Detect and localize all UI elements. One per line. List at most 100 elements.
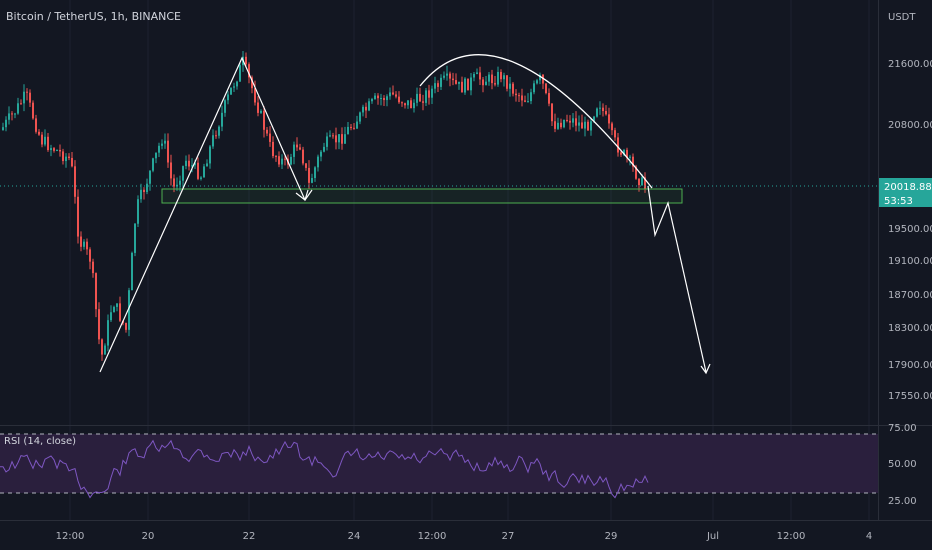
rounded-top-arc[interactable]	[419, 54, 653, 189]
candle-body	[119, 303, 121, 321]
candle-body	[572, 118, 574, 123]
candle-body	[353, 127, 355, 129]
candle-body	[71, 157, 73, 167]
projection-path[interactable]	[647, 185, 707, 373]
candle-body	[5, 119, 7, 128]
candle-body	[566, 119, 568, 121]
candle-body	[593, 116, 595, 122]
candle-body	[461, 81, 463, 93]
candle-body	[596, 108, 598, 117]
candle-body	[302, 149, 304, 164]
candle-body	[581, 122, 583, 129]
price-tick-label: 18300.00	[888, 323, 932, 334]
candle-body	[221, 112, 223, 127]
candle-body	[158, 145, 160, 153]
candle-body	[35, 118, 37, 132]
candle-body	[26, 91, 28, 93]
candle-body	[368, 101, 370, 111]
candle-body	[458, 81, 460, 84]
candle-body	[254, 88, 256, 103]
candle-body	[116, 303, 118, 307]
candle-body	[131, 252, 133, 291]
time-tick-label: 20	[142, 531, 155, 542]
candle-body	[584, 121, 586, 129]
candle-body	[401, 102, 403, 104]
candle-body	[389, 92, 391, 97]
candle-body	[563, 119, 565, 128]
price-tick-label: 19500.00	[888, 224, 932, 235]
candle-body	[413, 102, 415, 109]
time-axis[interactable]: 12:00 20 22 24 12:00 27 29 Jul 12:00 4	[56, 531, 873, 542]
candle-body	[86, 241, 88, 250]
candle-body	[560, 122, 562, 128]
candle-body	[275, 156, 277, 158]
candle-body	[419, 93, 421, 102]
candle-body	[467, 78, 469, 91]
candle-body	[386, 96, 388, 101]
candle-body	[44, 136, 46, 145]
candle-body	[539, 74, 541, 81]
candle-body	[410, 100, 412, 109]
pane-separator	[0, 425, 932, 426]
chart-title[interactable]: Bitcoin / TetherUS, 1h, BINANCE	[6, 10, 181, 23]
candle-body	[188, 160, 190, 167]
candle-body	[95, 273, 97, 310]
candle-body	[599, 107, 601, 109]
candle-body	[140, 189, 142, 200]
candle-body	[494, 83, 496, 85]
candle-body	[359, 112, 361, 122]
candle-body	[326, 136, 328, 147]
candle-body	[14, 113, 16, 115]
price-tick-label: 17900.00	[888, 360, 932, 371]
rsi-title[interactable]: RSI (14, close)	[4, 436, 76, 447]
candle-body	[569, 120, 571, 123]
support-zone[interactable]	[161, 188, 683, 204]
candle-body	[284, 158, 286, 160]
time-tick-label: 4	[866, 531, 872, 542]
candle-body	[182, 166, 184, 181]
candle-body	[344, 134, 346, 144]
time-tick-label: 29	[605, 531, 618, 542]
candle-body	[305, 163, 307, 168]
candle-body	[53, 148, 55, 151]
rsi-line	[0, 439, 649, 499]
candle-body	[23, 91, 25, 104]
candle-body	[356, 121, 358, 129]
candle-body	[524, 100, 526, 102]
candle-body	[32, 102, 34, 119]
candle-body	[98, 309, 100, 340]
candle-body	[239, 65, 241, 82]
candle-body	[92, 261, 94, 274]
candle-body	[605, 111, 607, 115]
price-axis[interactable]: 21600.00 20800.00 19500.00 19100.00 18700.00…	[888, 59, 932, 402]
candle-body	[107, 320, 109, 346]
candle-body	[113, 306, 115, 313]
candle-body	[134, 223, 136, 253]
candle-body	[506, 75, 508, 89]
candle-body	[392, 92, 394, 95]
candle-body	[50, 148, 52, 151]
candle-body	[488, 74, 490, 82]
price-tick-label: 21600.00	[888, 59, 932, 70]
candle-body	[518, 95, 520, 97]
candle-body	[68, 156, 70, 158]
candle-body	[233, 86, 235, 88]
candle-body	[500, 71, 502, 80]
candle-body	[218, 126, 220, 136]
candle-body	[83, 241, 85, 247]
swing-lines[interactable]	[99, 56, 313, 373]
rsi-axis: 75.00 50.00 25.00	[888, 423, 917, 507]
candle-body	[362, 106, 364, 113]
rsi-tick-label: 75.00	[888, 423, 917, 434]
time-tick-label: 27	[502, 531, 515, 542]
candle-body	[161, 143, 163, 146]
rsi-tick-label: 25.00	[888, 496, 917, 507]
candle-body	[371, 99, 373, 102]
candle-body	[347, 126, 349, 135]
candle-body	[377, 95, 379, 99]
candle-body	[380, 97, 382, 99]
price-tick-label: 18700.00	[888, 290, 932, 301]
candle-body	[104, 345, 106, 355]
time-axis-separator	[0, 520, 932, 521]
